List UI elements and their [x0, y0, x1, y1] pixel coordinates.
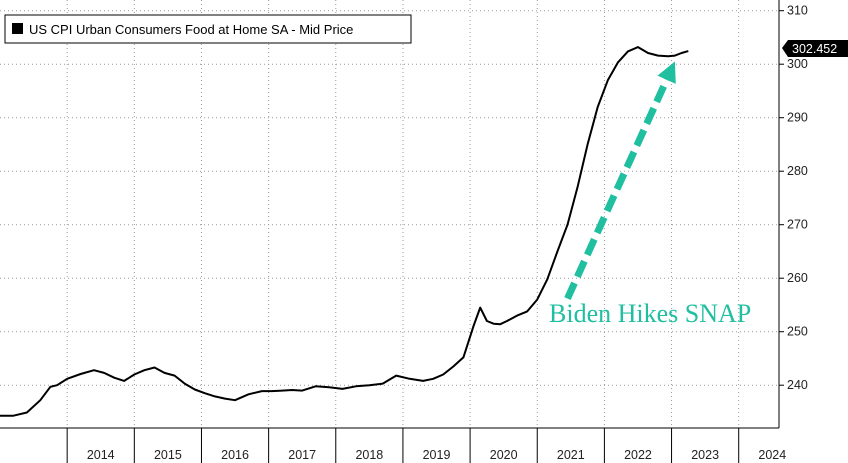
axis-layer — [0, 0, 780, 429]
x-tick-label: 2022 — [624, 448, 652, 462]
x-tick-label: 2017 — [288, 448, 316, 462]
annotation-label: Biden Hikes SNAP — [549, 299, 751, 328]
x-tick-label: 2020 — [490, 448, 518, 462]
x-tick-label: 2024 — [758, 448, 786, 462]
x-tick-label: 2023 — [691, 448, 719, 462]
series-layer — [0, 46, 689, 417]
x-tick-label: 2015 — [154, 448, 182, 462]
x-tick-label: 2014 — [87, 448, 115, 462]
y-tick-labels: 240 250 260 270 280 290 300 310 — [779, 4, 808, 392]
annotation-arrow-shaft — [564, 78, 670, 300]
y-tick-label: 300 — [787, 57, 808, 71]
y-tick-label: 240 — [787, 378, 808, 392]
series-line — [0, 46, 689, 417]
y-tick-label: 270 — [787, 218, 808, 232]
y-tick-label: 310 — [787, 4, 808, 18]
grid-layer — [0, 0, 779, 428]
last-value-label: 302.452 — [792, 42, 837, 56]
x-tick-label: 2016 — [221, 448, 249, 462]
annotation-arrow-head — [657, 61, 676, 84]
last-value-marker: 302.452 — [782, 40, 848, 57]
x-tick-label: 2021 — [557, 448, 585, 462]
last-value-box — [782, 40, 848, 57]
annotation-layer: Biden Hikes SNAP — [549, 61, 751, 328]
y-tick-label: 260 — [787, 271, 808, 285]
y-tick-label: 280 — [787, 164, 808, 178]
legend: US CPI Urban Consumers Food at Home SA -… — [4, 14, 412, 44]
x-tick-label: 2018 — [355, 448, 383, 462]
x-tick-labels: 2014 2015 2016 2017 2018 2019 2020 2021 2022 2023… — [66, 428, 786, 463]
y-tick-label: 290 — [787, 111, 808, 125]
legend-label: US CPI Urban Consumers Food at Home SA -… — [29, 22, 353, 37]
x-tick-label: 2019 — [423, 448, 451, 462]
y-tick-label: 250 — [787, 325, 808, 339]
legend-swatch — [12, 23, 23, 34]
legend-box — [4, 14, 412, 44]
